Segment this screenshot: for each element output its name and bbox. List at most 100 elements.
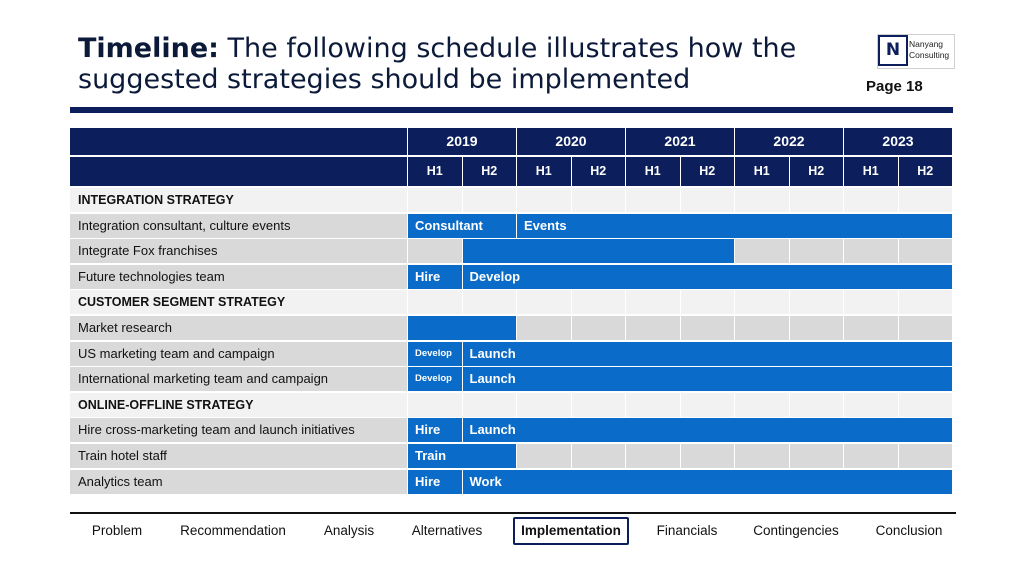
grid-cell [735,239,789,264]
grid-cell [735,315,789,340]
half-header-cell: H1 [408,157,462,186]
logo-line-1: Nanyang [909,39,944,49]
timeline-table: 2019 2020 2021 2022 2023 H1 H2 H1 H2 H1 H2 H1 H2 H1 H2… [70,128,953,495]
nav-item-analysis[interactable]: Analysis [323,523,375,538]
year-header-cell: 2022 [735,128,843,155]
grid-cell [789,290,843,315]
nav-item-problem[interactable]: Problem [91,523,143,538]
grid-cell [408,392,462,417]
grid-cell [898,392,952,417]
task-label: Market research [70,315,407,340]
year-header-label [70,128,407,155]
task-row: US marketing team and campaign Develop Lau… [70,341,953,368]
task-row: Hire cross-marketing team and launch ini… [70,418,953,444]
task-label: Integration consultant, culture events [70,213,407,238]
grid-cell [680,315,734,340]
grid-cell [735,290,789,315]
grid-cell [571,392,625,417]
nav-divider [70,512,956,514]
grid-cell [626,315,680,340]
grid-cell [789,188,843,212]
title-bold: Timeline: [78,33,219,64]
grid-cell [571,188,625,212]
grid-cell [517,392,571,417]
grid-cell [898,290,952,315]
timeline-bar: Develop [408,341,462,366]
timeline-bar [408,315,516,340]
grid-cell [898,239,952,264]
half-header-cell: H2 [571,157,625,186]
grid-cell [571,290,625,315]
grid-cell [626,443,680,468]
grid-cell [735,443,789,468]
half-header-cell: H2 [898,157,952,186]
timeline-bar: Work [462,469,952,494]
grid-cell [898,443,952,468]
timeline-bar: Hire [408,264,462,289]
grid-cell [462,188,516,212]
grid-cell [789,392,843,417]
grid-cell [735,188,789,212]
year-header-cell: 2023 [844,128,952,155]
grid-cell [571,443,625,468]
half-header-cell: H1 [735,157,789,186]
half-header-cell: H1 [626,157,680,186]
section-row: INTEGRATION STRATEGY [70,188,953,214]
task-row: Analytics team Hire Work [70,469,953,496]
half-header-cell: H1 [844,157,898,186]
half-header-cell: H2 [789,157,843,186]
grid-cell [898,315,952,340]
year-header-cell: 2019 [408,128,516,155]
company-logo: N Nanyang Consulting [877,34,955,69]
grid-cell [517,188,571,212]
page-title: Timeline: The following schedule illustr… [78,33,838,95]
task-row: Train hotel staff Train [70,443,953,470]
task-label: Analytics team [70,469,407,494]
logo-line-2: Consulting [909,50,950,60]
grid-cell [408,290,462,315]
timeline-bar [462,239,734,264]
section-row: CUSTOMER SEGMENT STRATEGY [70,290,953,316]
grid-cell [680,392,734,417]
section-row: ONLINE-OFFLINE STRATEGY [70,392,953,419]
task-row: Integrate Fox franchises [70,239,953,265]
nav-item-alternatives[interactable]: Alternatives [411,523,483,538]
nav-item-conclusion[interactable]: Conclusion [875,523,943,538]
half-header-cell: H2 [462,157,516,186]
grid-cell [844,290,898,315]
grid-cell [517,315,571,340]
timeline-bar: Consultant [408,213,516,238]
timeline-bar: Launch [462,367,952,392]
grid-cell [789,443,843,468]
task-label: US marketing team and campaign [70,341,407,366]
section-label: ONLINE-OFFLINE STRATEGY [70,392,407,417]
grid-cell [844,315,898,340]
logo-mark: N [878,35,908,66]
timeline-bar: Hire [408,469,462,494]
nav-item-implementation[interactable]: Implementation [513,517,629,545]
nav-item-contingencies[interactable]: Contingencies [753,523,839,538]
grid-cell [735,392,789,417]
title-rest: The following schedule illustrates how t… [78,33,797,95]
grid-cell [462,290,516,315]
logo-text: Nanyang Consulting [909,39,949,61]
nav-item-financials[interactable]: Financials [656,523,718,538]
grid-cell [408,188,462,212]
grid-cell [517,443,571,468]
task-row: International marketing team and campaig… [70,367,953,393]
timeline-bar: Develop [462,264,952,289]
grid-cell [898,188,952,212]
task-label: Train hotel staff [70,443,407,468]
half-header-label [70,157,407,186]
timeline-bar: Launch [462,341,952,366]
grid-cell [844,392,898,417]
grid-cell [844,188,898,212]
nav-item-recommendation[interactable]: Recommendation [180,523,286,538]
page-number: Page 18 [866,78,923,95]
task-row: Integration consultant, culture events Co… [70,213,953,240]
timeline-bar: Events [517,213,952,238]
title-divider [70,107,953,113]
section-label: CUSTOMER SEGMENT STRATEGY [70,290,407,315]
grid-cell [844,239,898,264]
grid-cell [680,188,734,212]
